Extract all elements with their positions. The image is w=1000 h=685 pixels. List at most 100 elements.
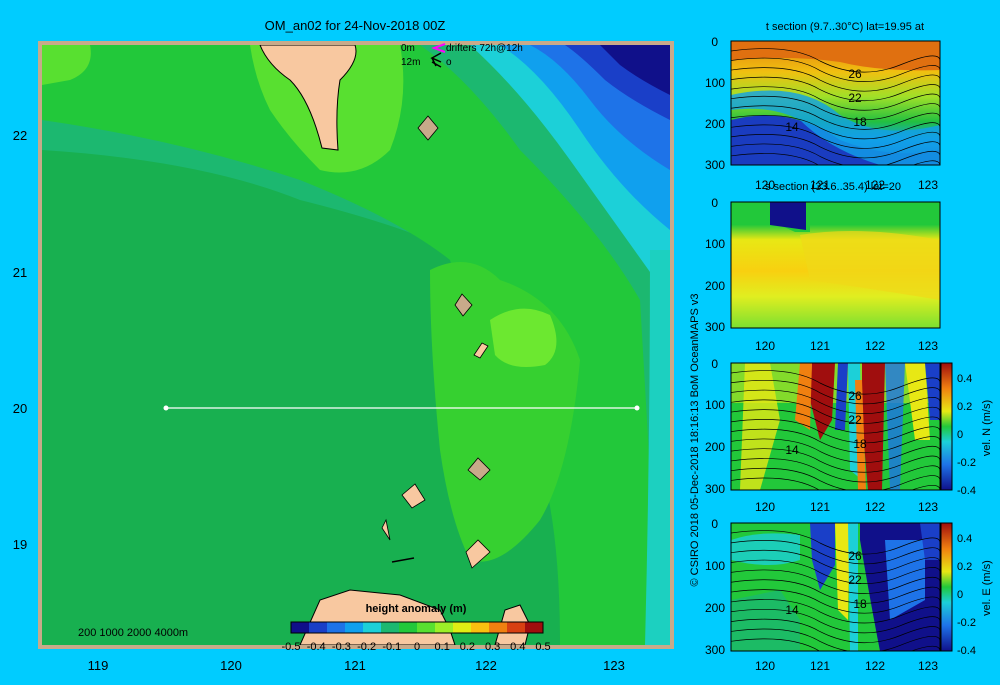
vel-n-x-axis: 120 121 122 123 bbox=[755, 500, 938, 514]
y-tick-label: 0 bbox=[711, 357, 718, 371]
vel-n-colorbar: 0.4 0.2 0 -0.2 -0.4 vel. N (m/s) bbox=[940, 362, 993, 497]
contour-label: 18 bbox=[853, 437, 867, 451]
island bbox=[465, 539, 491, 569]
x-tick-label: 121 bbox=[810, 339, 830, 353]
isotherm-contour bbox=[731, 608, 940, 634]
isotherm-contour bbox=[731, 428, 940, 454]
colorbar-segment bbox=[507, 622, 526, 633]
x-tick-label: 123 bbox=[918, 659, 938, 673]
y-tick-label: 200 bbox=[705, 601, 725, 615]
colorbar-segment bbox=[309, 622, 328, 633]
isotherm-contour bbox=[731, 134, 940, 159]
isotherm-contour bbox=[731, 579, 940, 604]
contour-label: 26 bbox=[848, 389, 862, 403]
x-tick-label: 121 bbox=[810, 500, 830, 514]
vel-e-x-axis: 120 121 122 123 bbox=[755, 659, 938, 673]
island bbox=[401, 483, 426, 509]
legend-12m-label: o bbox=[446, 57, 452, 68]
credit-text: © CSIRO 2018 05-Dec-2018 18:16:13 BoM Oc… bbox=[689, 293, 701, 586]
contour-label: 18 bbox=[853, 115, 867, 129]
isotherm-contour bbox=[731, 419, 940, 444]
colorbar-tick: 0 bbox=[957, 429, 963, 441]
legend-drifters-label: drifters 72h@12h bbox=[446, 43, 523, 54]
y-tick-label: 21 bbox=[13, 265, 27, 280]
isotherm-contour bbox=[731, 477, 940, 490]
contour-label: 14 bbox=[785, 443, 799, 457]
colorbar-segment bbox=[453, 622, 472, 633]
isotherm-contour bbox=[731, 143, 940, 165]
t-section-panel: t section (9.7..30°C) lat=19.95 at 26 22… bbox=[705, 21, 941, 192]
main-map: OM_an02 for 24-Nov-2018 00Z 0m drifters … bbox=[13, 18, 674, 673]
colorbar-label: vel. E (m/s) bbox=[981, 560, 993, 616]
x-tick-label: 122 bbox=[865, 500, 885, 514]
contour-label: 18 bbox=[853, 597, 867, 611]
contour-label: 26 bbox=[848, 549, 862, 563]
t-y-axis: 0 100 200 300 bbox=[705, 35, 725, 172]
isotherm-contour bbox=[731, 618, 940, 644]
colorbar-tick: -0.1 bbox=[382, 641, 401, 653]
colorbar-tick: -0.5 bbox=[282, 641, 301, 653]
isotherm-contour bbox=[731, 569, 940, 594]
map-x-axis: 119 120 121 122 123 bbox=[88, 658, 625, 673]
colorbar-segment bbox=[435, 622, 454, 633]
x-tick-label: 120 bbox=[755, 500, 775, 514]
s-x-axis: 120 121 122 123 bbox=[755, 339, 938, 353]
colorbar-tick: -0.3 bbox=[332, 641, 351, 653]
isotherm-contour bbox=[731, 467, 940, 490]
vel-n-y-axis: 0 100 200 300 bbox=[705, 357, 725, 496]
isotherm-contour bbox=[731, 67, 940, 92]
isotherm-contour bbox=[731, 438, 940, 463]
isotherm-contour bbox=[731, 370, 940, 395]
colorbar-tick: -0.2 bbox=[957, 617, 976, 629]
height-anomaly-colorbar: height anomaly (m) -0.5 -0.4 -0.3 -0.2 -0.1 0… bbox=[282, 603, 551, 653]
isotherm-contour bbox=[731, 48, 940, 73]
colorbar-tick: 0.2 bbox=[957, 401, 972, 413]
isotherm-contour bbox=[731, 379, 940, 405]
isotherm-contour bbox=[731, 448, 940, 473]
colorbar-segment bbox=[363, 622, 382, 633]
island bbox=[454, 293, 473, 317]
colorbar-segment bbox=[399, 622, 418, 633]
y-tick-label: 0 bbox=[711, 517, 718, 531]
vel-e-y-axis: 0 100 200 300 bbox=[705, 517, 725, 657]
isotherm-contour bbox=[731, 76, 940, 102]
x-tick-label: 120 bbox=[220, 658, 242, 673]
map-title: OM_an02 for 24-Nov-2018 00Z bbox=[265, 18, 446, 33]
isotherm-contour bbox=[731, 549, 940, 575]
colorbar-tick: 0.5 bbox=[535, 641, 550, 653]
isotherm-contour bbox=[731, 589, 940, 614]
isotherm-contour bbox=[731, 409, 940, 434]
isotherm-contour bbox=[731, 399, 940, 424]
y-tick-label: 200 bbox=[705, 440, 725, 454]
section-endpoint bbox=[634, 405, 640, 411]
contour-label: 22 bbox=[848, 91, 862, 105]
colorbar-tick: -0.2 bbox=[357, 641, 376, 653]
contour-label: 26 bbox=[848, 67, 862, 81]
x-tick-label: 121 bbox=[810, 659, 830, 673]
isotherm-contour bbox=[731, 105, 940, 130]
y-tick-label: 19 bbox=[13, 537, 27, 552]
isotherm-contour bbox=[731, 95, 940, 121]
x-tick-label: 123 bbox=[918, 339, 938, 353]
isotherm-contour bbox=[731, 559, 940, 584]
landmass-taiwan bbox=[259, 45, 357, 151]
colorbar-tick: 0 bbox=[414, 641, 420, 653]
colorbar-label: height anomaly (m) bbox=[366, 603, 467, 615]
isotherm-contour bbox=[731, 638, 940, 651]
isotherm-contour bbox=[731, 57, 940, 82]
x-tick-label: 122 bbox=[865, 339, 885, 353]
x-tick-label: 123 bbox=[603, 658, 625, 673]
t-section-title: t section (9.7..30°C) lat=19.95 at bbox=[766, 21, 924, 33]
island bbox=[417, 115, 439, 141]
colorbar-tick: 0.4 bbox=[957, 533, 972, 545]
x-tick-label: 122 bbox=[475, 658, 497, 673]
y-tick-label: 200 bbox=[705, 279, 725, 293]
colorbar-segment bbox=[327, 622, 346, 633]
isotherm-contour bbox=[731, 124, 940, 149]
x-tick-label: 120 bbox=[755, 659, 775, 673]
colorbar-tick: 0 bbox=[957, 589, 963, 601]
y-tick-label: 100 bbox=[705, 237, 725, 251]
s-y-axis: 0 100 200 300 bbox=[705, 196, 725, 334]
colorbar-tick: 0.2 bbox=[460, 641, 475, 653]
